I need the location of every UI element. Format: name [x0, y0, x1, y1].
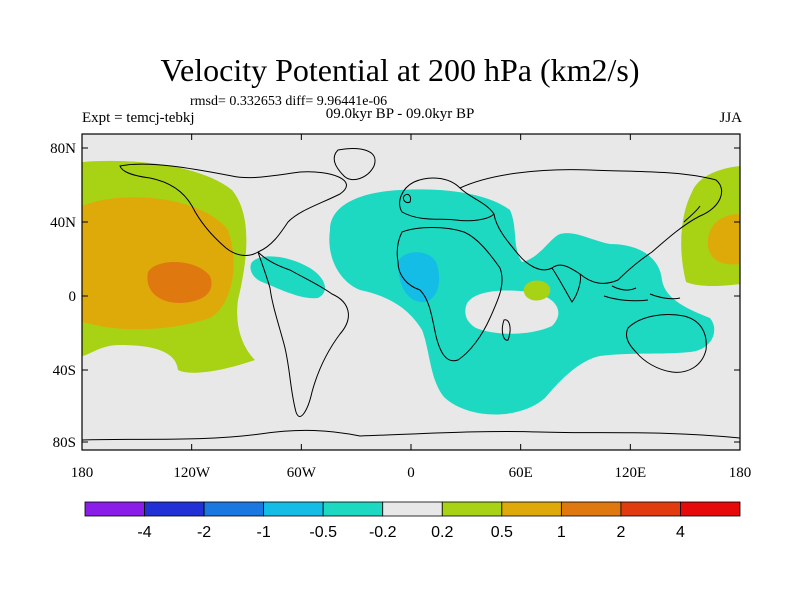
coast-south-america: [257, 251, 349, 417]
experiment-label: Expt = temcj-tebkj: [82, 110, 195, 126]
contour-positive-mid-east: [707, 214, 740, 265]
colorbar-swatch: [322, 501, 384, 517]
lon-tick-label: 60E: [509, 465, 533, 481]
colorbar-label: 1: [557, 524, 566, 541]
coast-japan: [683, 205, 701, 223]
lat-tick-label: 80S: [53, 435, 76, 451]
contour-negative-small-caribbean: [250, 256, 325, 299]
colorbar-label: -2: [197, 524, 211, 541]
colorbar-label: -4: [137, 524, 151, 541]
colorbar-label: 4: [676, 524, 685, 541]
longitude-axis: 180 120W 60W 0 60E 120E 180: [71, 134, 752, 481]
lat-tick-label: 40N: [50, 215, 76, 231]
colorbar-label: 0.2: [431, 524, 453, 541]
coastline-layer: [82, 148, 740, 441]
season-label: JJA: [719, 110, 742, 126]
colorbar-swatch: [441, 501, 503, 517]
colorbar-label: -0.2: [369, 524, 397, 541]
lat-tick-label: 0: [69, 289, 77, 305]
lon-tick-label: 60W: [287, 465, 317, 481]
coast-antarctica: [82, 429, 740, 441]
colorbar-swatch: [620, 501, 681, 517]
colorbar: -4 -2 -1 -0.5 -0.2 0.2 0.5 1 2 4: [84, 501, 741, 541]
contour-fill-layer: [82, 160, 740, 415]
coast-madagascar: [501, 319, 511, 341]
stats-text: rmsd= 0.332653 diff= 9.96441e-06: [190, 94, 388, 109]
map-title: Velocity Potential at 200 hPa (km2/s): [160, 52, 640, 88]
lon-tick-label: 180: [729, 465, 752, 481]
colorbar-label: 2: [616, 524, 625, 541]
contour-positive-high-pacific: [147, 261, 212, 303]
contour-negative-mid-africa: [398, 252, 440, 303]
coast-india: [551, 267, 581, 303]
coast-indonesia: [603, 285, 681, 302]
coast-greenland: [333, 148, 376, 181]
colorbar-swatch: [560, 501, 622, 517]
lat-tick-label: 80N: [50, 141, 76, 157]
coast-asia: [459, 169, 722, 284]
colorbar-swatch: [84, 501, 145, 517]
colorbar-label: 0.5: [491, 524, 513, 541]
coast-europe: [399, 177, 495, 222]
contour-gap-indian-ocean: [465, 290, 559, 334]
colorbar-swatch: [680, 501, 741, 517]
colorbar-swatch: [501, 501, 562, 517]
lon-tick-label: 180: [71, 465, 94, 481]
lon-tick-label: 120W: [173, 465, 211, 481]
colorbar-swatch: [144, 501, 205, 517]
colorbar-label: -0.5: [309, 524, 337, 541]
colorbar-label: -1: [257, 524, 271, 541]
period-label: 09.0kyr BP - 09.0kyr BP: [325, 106, 475, 122]
colorbar-swatch: [263, 501, 324, 517]
coast-uk: [403, 193, 411, 203]
colorbar-swatch: [382, 501, 443, 517]
colorbar-swatch: [203, 501, 265, 517]
coast-north-america: [119, 163, 347, 256]
coast-africa: [396, 227, 503, 362]
contour-positive-mid-pacific: [82, 197, 234, 330]
coast-australia: [625, 314, 707, 373]
contour-positive-small-arabian: [523, 280, 551, 301]
latitude-axis: 80N 40N 0 40S 80S: [50, 141, 740, 451]
lat-tick-label: 40S: [53, 363, 76, 379]
lon-tick-label: 120E: [614, 465, 646, 481]
lon-tick-label: 0: [407, 465, 415, 481]
